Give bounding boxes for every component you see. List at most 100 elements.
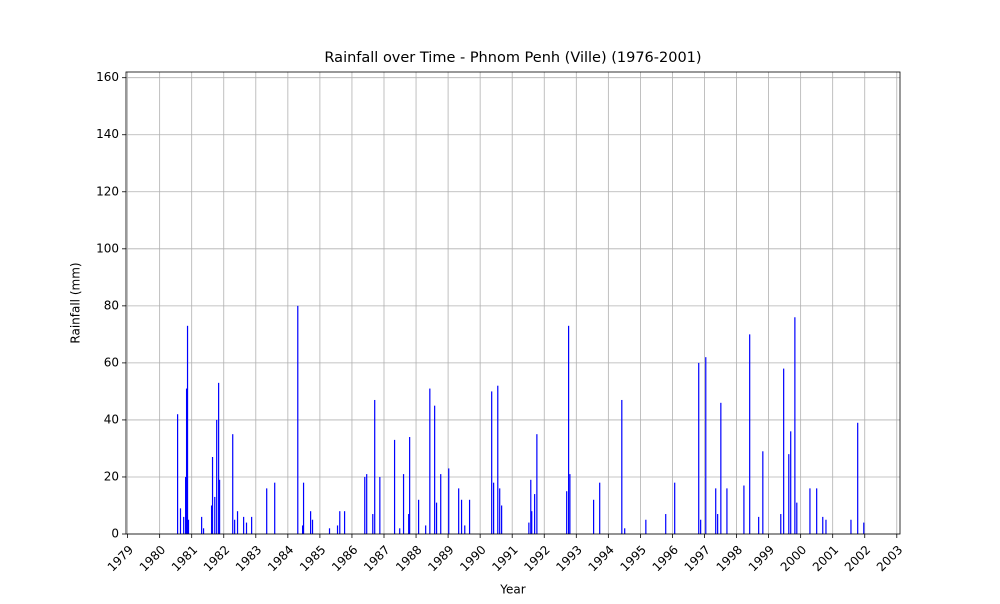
bar [749,334,751,534]
x-tick-label: 1984 [265,543,296,574]
bar [177,414,179,534]
bar [311,519,314,534]
bar [497,385,499,534]
bar [266,488,268,534]
bar [393,439,396,534]
bar [857,422,859,534]
bar [434,405,436,534]
x-tick-label: 2003 [874,543,905,574]
bar [297,305,299,534]
bar [302,482,305,534]
bar [409,437,411,534]
x-tick-label: 2001 [810,543,841,574]
bar [399,528,401,534]
y-tick-label: 160 [96,70,119,84]
bar [435,502,438,534]
bar [243,516,245,534]
x-tick-label: 1983 [233,543,264,574]
bar [863,522,865,534]
x-tick-label: 1981 [169,543,200,574]
bar [743,485,745,534]
bar [493,482,495,534]
x-tick-label: 1980 [137,543,168,574]
x-tick-label: 1998 [714,543,745,574]
bar [528,522,530,534]
bar [366,474,368,534]
x-axis-label: Year [499,583,525,597]
y-tick-label: 120 [96,184,119,198]
y-tick-label: 100 [96,241,119,255]
bar [464,525,466,534]
chart-title: Rainfall over Time - Phnom Penh (Ville) … [324,50,701,66]
bar [214,496,216,534]
bar [186,325,189,534]
x-tick-label: 1997 [682,543,713,574]
bar [185,476,187,534]
y-tick-label: 20 [104,469,119,483]
bar [402,474,405,534]
bar [210,505,213,534]
x-tick-label: 1999 [746,543,777,574]
bar [372,514,374,534]
y-axis-label: Rainfall (mm) [69,262,83,343]
plot-frame [125,71,901,535]
bar [783,368,785,534]
x-tick-label: 1995 [617,543,648,574]
x-tick-label: 1992 [521,543,552,574]
bar [234,519,236,534]
bar [796,502,798,534]
bar [780,514,782,534]
bar [460,499,463,534]
y-tick-label: 60 [104,355,119,369]
bar [245,522,248,534]
x-tick-label: 1986 [329,543,360,574]
bar [645,519,647,534]
bar [788,454,790,534]
bar [218,382,220,534]
x-tick-label: 1982 [201,543,232,574]
bar [720,402,722,534]
bar [408,514,410,534]
x-tick-label: 1989 [425,543,456,574]
bar [440,474,442,534]
bar [218,479,221,534]
bar [179,508,182,534]
x-tick-label: 2000 [778,543,809,574]
bar [794,317,796,534]
y-tick-label: 140 [96,127,119,141]
bar [536,434,538,534]
bar [374,399,376,534]
x-tick-label: 1987 [361,543,392,574]
bar [501,505,503,534]
bar [569,474,571,534]
bar [762,451,764,534]
bar [211,457,214,534]
bar [705,357,707,534]
bar [251,516,253,534]
y-tick-label: 40 [104,412,119,426]
bar [336,525,339,534]
bar [418,499,420,534]
bar [310,511,312,534]
x-tick-label: 1993 [553,543,584,574]
bar [343,511,346,534]
bar [599,482,601,534]
bar [491,391,493,534]
x-tick-label: 1991 [489,543,520,574]
bar [530,479,532,534]
bar [816,488,818,534]
bar [715,488,717,534]
bar [593,499,595,534]
x-tick-label: 1996 [650,543,681,574]
bar [674,482,676,534]
bar [458,488,460,534]
bar [534,494,536,534]
bar [201,516,203,534]
bar [825,519,827,534]
x-tick-label: 1990 [457,543,488,574]
bar [850,519,852,534]
bar [429,388,431,534]
bar [216,419,218,534]
bar [232,434,234,534]
x-tick-label: 2002 [842,543,873,574]
